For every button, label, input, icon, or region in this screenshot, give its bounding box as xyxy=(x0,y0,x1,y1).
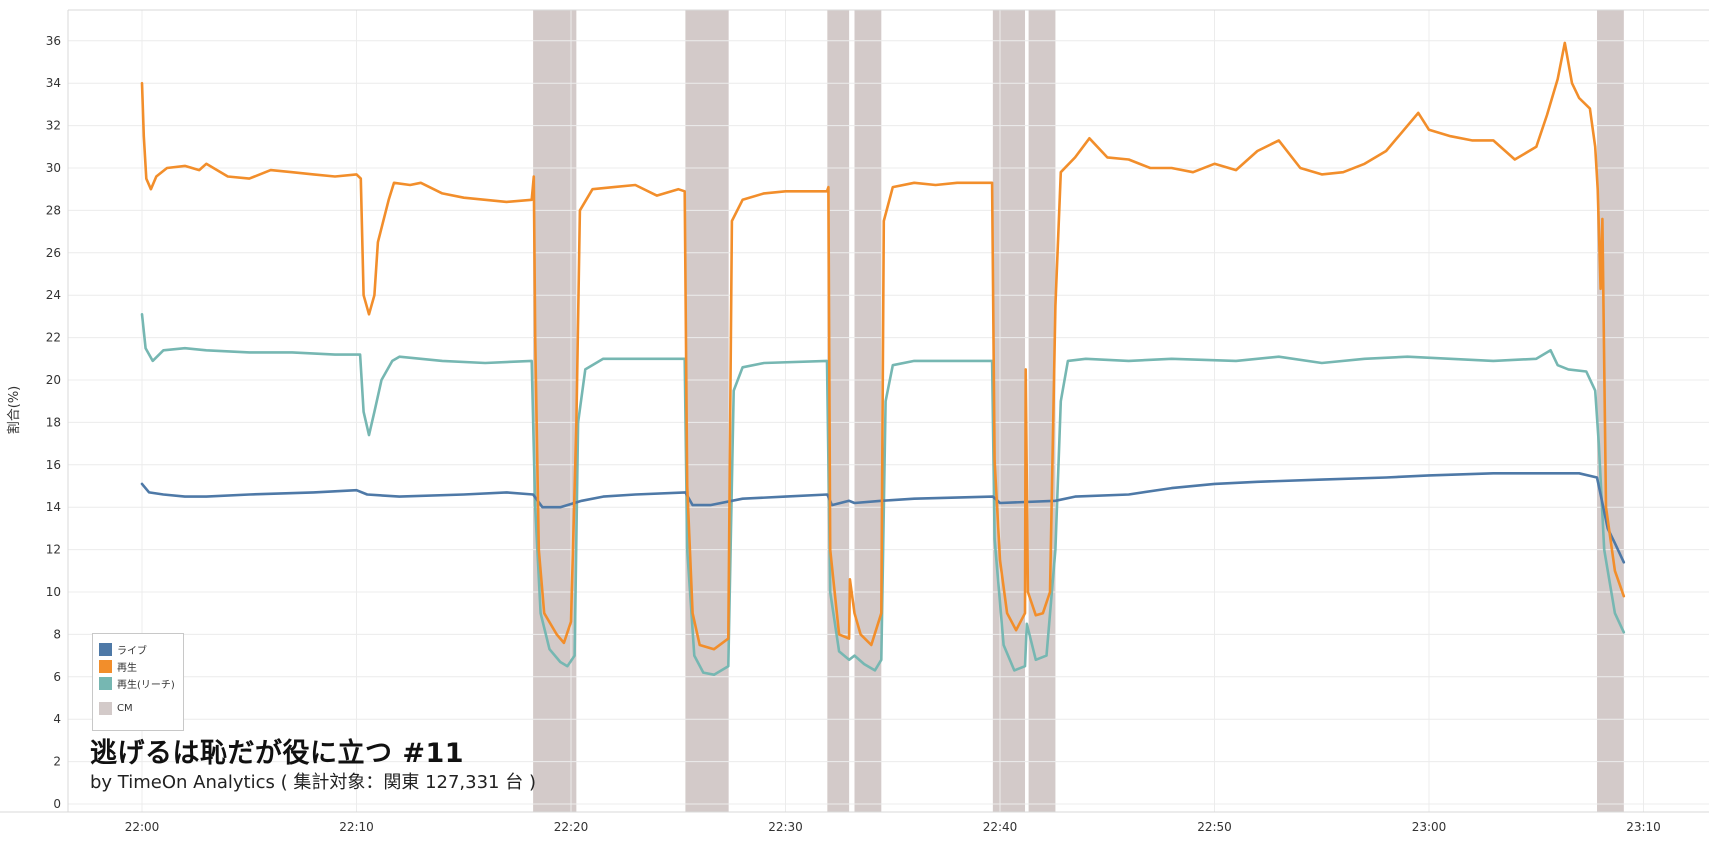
y-tick-label: 16 xyxy=(46,458,61,472)
y-tick-label: 26 xyxy=(46,246,61,260)
legend-item-cm[interactable]: CM xyxy=(99,700,177,717)
cm-band-4 xyxy=(854,10,882,812)
legend-swatch-live xyxy=(99,643,112,656)
y-tick-label: 30 xyxy=(46,161,61,175)
legend-swatch-playback xyxy=(99,660,112,673)
legend-label-playback-reach: 再生(リーチ) xyxy=(117,680,175,691)
legend-label-cm: CM xyxy=(117,703,133,714)
y-tick-label: 20 xyxy=(46,373,61,387)
y-tick-label: 10 xyxy=(46,585,61,599)
y-tick-label: 24 xyxy=(46,288,61,302)
y-tick-label: 14 xyxy=(46,500,61,514)
legend-swatch-playback-reach xyxy=(99,677,112,690)
y-tick-label: 22 xyxy=(46,331,61,345)
cm-band-1 xyxy=(533,10,577,812)
series-layer xyxy=(140,41,1626,676)
x-tick-label: 22:50 xyxy=(1197,820,1232,834)
y-tick-label: 8 xyxy=(53,627,61,641)
y-tick-label: 12 xyxy=(46,543,61,557)
series-line-playback xyxy=(140,41,1626,651)
grid-layer xyxy=(68,10,1709,812)
x-tick-label: 22:30 xyxy=(768,820,803,834)
y-tick-label: 32 xyxy=(46,119,61,133)
x-tick-label: 22:20 xyxy=(554,820,589,834)
legend: ライブ 再生 再生(リーチ) CM xyxy=(92,633,184,731)
legend-item-playback-reach[interactable]: 再生(リーチ) xyxy=(99,675,177,692)
x-tick-label: 22:40 xyxy=(983,820,1018,834)
legend-item-playback[interactable]: 再生 xyxy=(99,658,177,675)
x-tick-label: 23:00 xyxy=(1412,820,1447,834)
legend-item-live[interactable]: ライブ xyxy=(99,641,177,658)
x-tick-label: 22:00 xyxy=(125,820,160,834)
y-axis-label: 割合(%) xyxy=(6,386,22,435)
title-block: 逃げるは恥だが役に立つ #11 by TimeOn Analytics ( 集計… xyxy=(90,738,536,796)
y-tick-label: 34 xyxy=(46,76,61,90)
axis-layer xyxy=(0,9,1709,813)
cm-band-2 xyxy=(685,10,729,812)
y-tick-label: 2 xyxy=(53,755,61,769)
x-tick-label: 22:10 xyxy=(339,820,374,834)
cm-band-7 xyxy=(1597,10,1624,812)
legend-swatch-cm xyxy=(99,702,112,715)
x-tick-label: 23:10 xyxy=(1626,820,1661,834)
chart-subtitle: by TimeOn Analytics ( 集計対象：関東 127,331 台 … xyxy=(90,772,536,793)
x-tick-labels: 22:00 22:10 22:20 22:30 22:40 22:50 23:00 23:10 xyxy=(125,820,1661,834)
legend-label-playback: 再生 xyxy=(117,663,137,674)
chart-title: 逃げるは恥だが役に立つ #11 xyxy=(90,738,465,769)
series-line-playback-reach xyxy=(140,313,1626,676)
cm-band-6 xyxy=(1028,10,1056,812)
y-tick-label: 6 xyxy=(53,670,61,684)
cm-band-5 xyxy=(992,10,1026,812)
legend-label-live: ライブ xyxy=(117,646,147,657)
y-tick-label: 18 xyxy=(46,415,61,429)
y-tick-label: 0 xyxy=(53,797,61,811)
y-tick-label: 28 xyxy=(46,203,61,217)
y-tick-label: 4 xyxy=(53,712,61,726)
y-tick-label: 36 xyxy=(46,34,61,48)
